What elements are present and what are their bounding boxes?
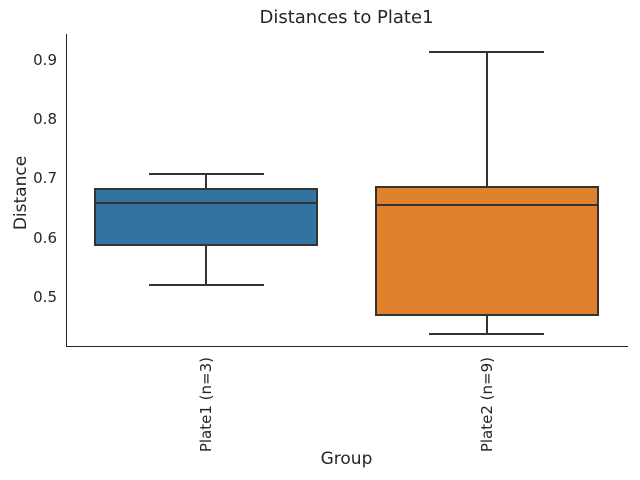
whisker-lower-cap — [148, 284, 264, 287]
y-tick-label: 0.8 — [33, 110, 57, 129]
x-axis-label: Group — [320, 449, 373, 469]
whisker-upper-line — [205, 173, 208, 188]
whisker-upper-cap — [429, 51, 545, 54]
y-tick-label: 0.5 — [33, 287, 57, 306]
box-plate2 — [374, 186, 599, 316]
y-tick-label: 0.7 — [33, 169, 57, 188]
whisker-lower-line — [485, 315, 488, 334]
whisker-upper-cap — [148, 172, 264, 175]
whisker-lower-cap — [429, 332, 545, 335]
y-tick-label: 0.6 — [33, 228, 57, 247]
plot-area — [66, 34, 628, 347]
whisker-upper-line — [485, 52, 488, 187]
median-line — [376, 203, 597, 206]
median-line — [96, 201, 317, 204]
box-plate1 — [94, 187, 319, 246]
y-tick-label: 0.9 — [33, 51, 57, 70]
whisker-lower-line — [205, 245, 208, 285]
chart-title: Distances to Plate1 — [259, 7, 434, 28]
